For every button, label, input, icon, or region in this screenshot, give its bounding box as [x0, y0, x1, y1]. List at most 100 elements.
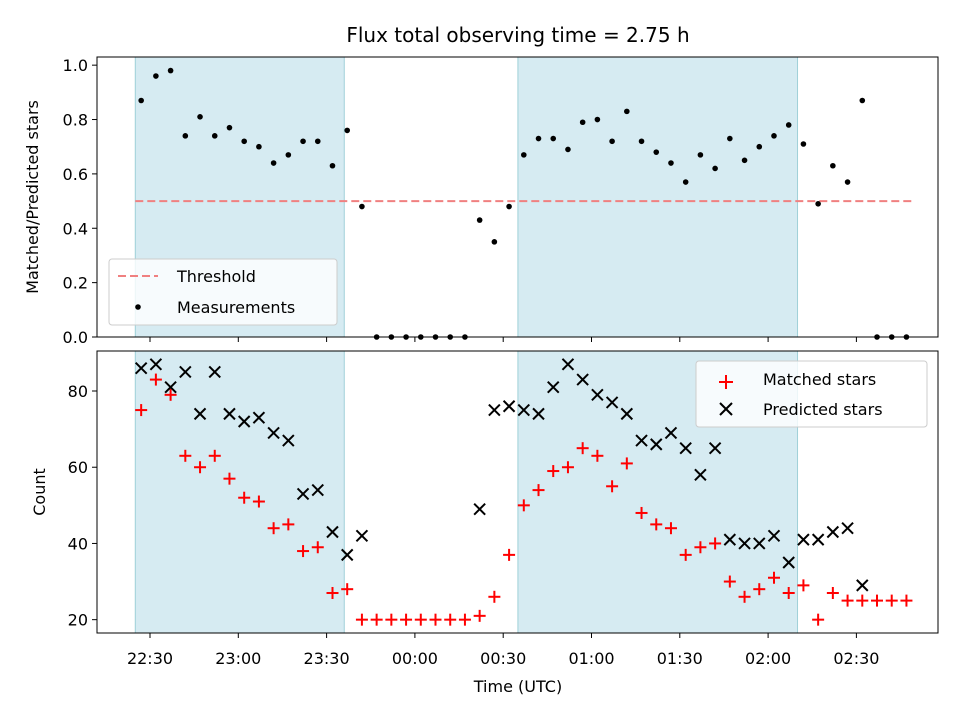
measurement-point — [138, 97, 144, 104]
matched-star-point — [282, 518, 295, 531]
measurement-point — [241, 138, 247, 145]
predicted-star-point — [797, 533, 810, 546]
chart-title: Flux total observing time = 2.75 h — [346, 23, 689, 47]
x-tick-label: 00:00 — [392, 649, 438, 668]
predicted-star-point — [326, 525, 339, 539]
x-tick-label: 22:30 — [127, 649, 173, 668]
predicted-star-point — [296, 487, 310, 501]
x-tick-label: 01:30 — [657, 649, 703, 668]
matched-star-point — [856, 594, 869, 607]
matched-star-point — [414, 613, 427, 626]
bottom-legend: Matched stars Predicted stars — [695, 360, 928, 428]
matched-star-point — [458, 613, 471, 626]
matched-star-point — [812, 613, 825, 626]
predicted-star-point — [753, 537, 766, 550]
matched-star-point — [547, 465, 560, 478]
bottom-legend-box — [695, 360, 928, 428]
measurement-point — [579, 119, 586, 126]
predicted-star-point — [738, 537, 751, 550]
measurement-point — [830, 162, 836, 169]
legend-measurement-label: Measurements — [177, 298, 295, 317]
matched-star-point — [311, 541, 324, 554]
panel-bottom-frame — [96, 350, 939, 634]
matched-star-point — [650, 518, 663, 531]
y-tick-label: 60 — [68, 458, 88, 477]
legend-matched-swatch — [719, 375, 733, 389]
measurement-point — [844, 179, 851, 185]
x-tick-label: 01:00 — [568, 649, 614, 668]
measurement-point — [741, 157, 748, 164]
matched-star-point — [385, 613, 398, 626]
measurement-point — [682, 179, 689, 185]
predicted-star-point — [532, 407, 545, 421]
matched-star-point — [267, 522, 280, 535]
measurement-point — [285, 152, 292, 158]
measurement-point — [785, 122, 792, 128]
matched-star-point — [179, 449, 192, 462]
measurement-point — [491, 239, 498, 245]
matched-star-point — [473, 609, 486, 622]
x-tick-label: 23:00 — [215, 649, 261, 668]
predicted-star-point — [561, 358, 575, 371]
matched-star-point — [782, 586, 795, 599]
measurement-point — [594, 116, 601, 123]
measurement-point — [565, 146, 571, 153]
predicted-star-point — [252, 411, 266, 424]
matched-star-point — [826, 586, 839, 599]
matched-star-point — [517, 499, 530, 512]
measurement-point — [697, 152, 704, 158]
matched-star-point — [753, 583, 766, 596]
predicted-stars-points — [134, 358, 869, 592]
measurement-point — [359, 203, 365, 210]
measurement-point — [182, 133, 189, 139]
predicted-star-point — [164, 380, 177, 394]
y-tick-label: 1.0 — [63, 56, 88, 75]
matched-star-point — [238, 491, 251, 504]
predicted-star-point — [576, 373, 589, 386]
bottom-y-axis-label: Count — [30, 468, 49, 516]
legend-matched-label: Matched stars — [763, 370, 876, 389]
predicted-star-point — [473, 502, 486, 516]
predicted-star-point — [841, 521, 854, 535]
matched-star-point — [488, 590, 501, 603]
matched-star-point — [400, 613, 413, 626]
matched-star-point — [252, 495, 265, 508]
matched-star-point — [341, 583, 354, 596]
shaded-interval-1 — [134, 350, 345, 634]
matched-star-point — [355, 613, 368, 626]
y-tick-label: 0.8 — [63, 111, 88, 130]
measurement-point — [668, 160, 674, 166]
measurement-point — [506, 203, 512, 210]
measurement-point — [624, 108, 630, 115]
matched-star-point — [532, 484, 545, 497]
measurement-point — [771, 133, 777, 139]
measurement-point — [476, 217, 483, 223]
matched-star-point — [664, 522, 677, 535]
top-legend-box — [108, 258, 338, 326]
measurement-point — [638, 138, 645, 145]
predicted-star-point — [591, 388, 604, 402]
measurement-point — [270, 160, 277, 166]
matched-star-point — [635, 506, 648, 519]
predicted-star-point — [208, 365, 221, 379]
predicted-star-point — [223, 407, 236, 421]
top-y-axis-label: Matched/Predicted stars — [23, 100, 42, 294]
predicted-star-point — [340, 548, 354, 562]
matched-star-point — [149, 373, 162, 386]
predicted-star-point — [664, 426, 678, 440]
x-tick-label: 23:30 — [304, 649, 350, 668]
matched-star-point — [723, 575, 736, 588]
predicted-star-point — [149, 358, 163, 371]
legend-measurement-swatch — [135, 304, 141, 310]
predicted-star-point — [856, 579, 869, 592]
matched-star-point — [444, 613, 457, 626]
predicted-star-point — [282, 434, 295, 447]
y-tick-label: 0.2 — [63, 274, 88, 293]
predicted-star-point — [620, 407, 634, 421]
measurement-point — [314, 138, 321, 145]
y-tick-label: 0.0 — [63, 328, 88, 347]
matched-star-point — [297, 545, 310, 558]
matched-star-point — [679, 548, 692, 561]
x-tick-label: 00:30 — [480, 649, 526, 668]
